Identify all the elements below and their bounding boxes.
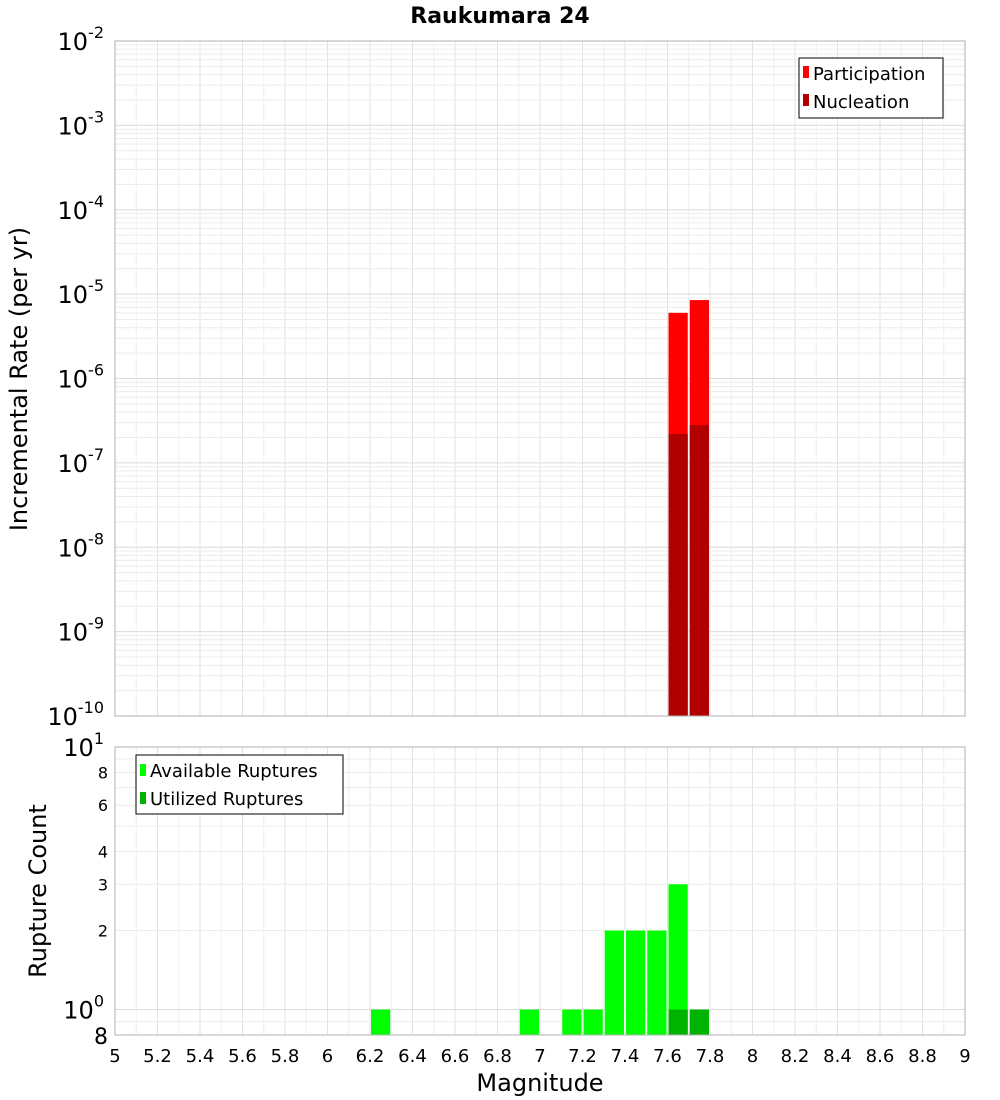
legend-nucleation-label: Nucleation	[813, 92, 909, 113]
x-tick-label: 9	[959, 1046, 970, 1067]
x-tick-label: 5.2	[143, 1046, 172, 1067]
top-grid	[114, 40, 966, 717]
x-tick-label: 7.8	[696, 1046, 725, 1067]
y-tick-label: 8	[94, 1025, 108, 1050]
y-tick-label: 2	[98, 922, 108, 941]
y-tick-label: 3	[98, 875, 108, 894]
legend-utilized-label: Utilized Ruptures	[150, 789, 303, 810]
x-tick-label: 5.4	[186, 1046, 215, 1067]
legend-participation-swatch	[803, 66, 809, 78]
y-tick-label: 10-9	[58, 614, 105, 647]
x-tick-label: 6.2	[356, 1046, 385, 1067]
top-y-ticks: 10-2 10-3 10-4 10-5 10-6 10-7 10-8 10-9 10-10	[47, 23, 104, 731]
x-tick-label: 5.6	[228, 1046, 257, 1067]
available-ruptures-bar	[562, 1009, 582, 1035]
x-tick-label: 8.6	[866, 1046, 895, 1067]
x-tick-label: 5.8	[271, 1046, 300, 1067]
nucleation-bar	[689, 425, 709, 716]
x-tick-label: 8.2	[781, 1046, 810, 1067]
y-tick-label: 10-10	[47, 698, 104, 731]
y-tick-label: 10-4	[58, 192, 105, 225]
x-tick-label: 6.4	[398, 1046, 427, 1067]
legend-nucleation-swatch	[803, 94, 809, 106]
legend-participation-label: Participation	[813, 64, 925, 85]
utilized-ruptures-bar	[689, 1009, 709, 1035]
bottom-y-axis-label: Rupture Count	[24, 804, 52, 978]
bottom-plot-frame	[114, 746, 966, 1036]
y-tick-label: 10-2	[58, 23, 105, 56]
x-tick-label: 7.6	[653, 1046, 682, 1067]
x-tick-label: 8	[747, 1046, 758, 1067]
legend-utilized-swatch	[140, 792, 146, 804]
bottom-bars	[371, 884, 709, 1035]
top-y-axis-label: Incremental Rate (per yr)	[5, 227, 33, 531]
bottom-legend: Available Ruptures Utilized Ruptures	[135, 754, 344, 815]
y-tick-label: 10-8	[58, 529, 105, 562]
nucleation-bar	[668, 433, 688, 716]
top-legend: Participation Nucleation	[798, 57, 944, 119]
available-ruptures-bar	[583, 1009, 603, 1035]
y-tick-label: 101	[63, 729, 104, 762]
y-tick-label: 10-6	[58, 361, 105, 394]
x-tick-label: 7	[534, 1046, 545, 1067]
available-ruptures-bar	[647, 930, 667, 1035]
x-tick-label: 6	[322, 1046, 333, 1067]
x-tick-label: 7.4	[611, 1046, 640, 1067]
x-tick-label: 8.8	[908, 1046, 937, 1067]
available-ruptures-bar	[371, 1009, 391, 1035]
legend-available-swatch	[140, 764, 146, 776]
y-tick-label: 10-7	[58, 445, 105, 478]
x-tick-label: 7.2	[568, 1046, 597, 1067]
x-tick-label: 5	[109, 1046, 120, 1067]
available-ruptures-bar	[519, 1009, 539, 1035]
y-tick-label: 10-5	[58, 276, 105, 309]
available-ruptures-bar	[626, 930, 646, 1035]
x-axis-label: Magnitude	[476, 1069, 603, 1097]
available-ruptures-bar	[668, 884, 688, 1035]
x-ticks: 5 5.2 5.4 5.6 5.8 6 6.2 6.4 6.6 6.8 7 7.2 7.4 7.6 7.8 8…	[109, 1046, 970, 1067]
y-tick-label: 8	[98, 763, 108, 782]
available-ruptures-bar	[604, 930, 624, 1035]
top-bars	[668, 300, 709, 716]
x-tick-label: 6.8	[483, 1046, 512, 1067]
y-tick-label: 10-3	[58, 107, 105, 140]
utilized-ruptures-bar	[668, 1009, 688, 1035]
y-tick-label: 100	[63, 992, 104, 1025]
y-tick-label: 4	[98, 842, 108, 861]
legend-available-label: Available Ruptures	[150, 761, 318, 782]
top-plot-frame	[114, 40, 966, 717]
x-tick-label: 6.6	[441, 1046, 470, 1067]
x-tick-label: 8.4	[823, 1046, 852, 1067]
y-tick-label: 6	[98, 796, 108, 815]
chart-title: Raukumara 24	[410, 4, 589, 29]
